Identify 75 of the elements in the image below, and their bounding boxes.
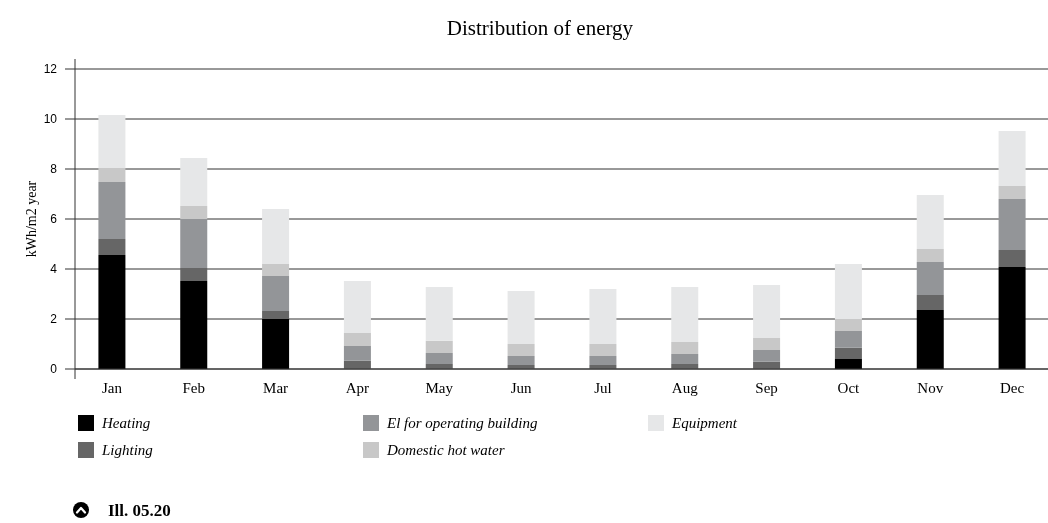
bar	[998, 131, 1026, 186]
bar	[589, 356, 617, 365]
legend-label: El for operating building	[386, 415, 538, 432]
x-tick-label: Oct	[837, 380, 861, 396]
bar	[262, 311, 290, 319]
x-tick-label: Mar	[263, 380, 289, 396]
legend-label: Lighting	[101, 442, 154, 459]
bar	[262, 264, 290, 276]
x-tick-label: Jun	[510, 380, 532, 396]
bar	[998, 186, 1026, 199]
bar	[98, 168, 126, 182]
bar	[916, 195, 944, 249]
y-tick-label: 10	[43, 112, 58, 127]
bar	[834, 319, 862, 331]
x-tick-label: Nov	[917, 380, 944, 396]
y-tick-label: 12	[43, 62, 58, 77]
x-tick-label: Feb	[182, 380, 205, 396]
text: Ill. 05.20	[108, 500, 171, 520]
bar	[180, 219, 208, 268]
y-tick-label: 8	[50, 162, 58, 177]
chart-title: Distribution of energy	[446, 16, 634, 40]
x-tick-label: Jul	[594, 380, 612, 396]
x-tick-label: Apr	[345, 380, 370, 396]
bar	[507, 344, 535, 356]
y-tick-label: 4	[50, 262, 58, 277]
bar	[671, 287, 699, 342]
legend-label: Domestic hot water	[386, 442, 505, 459]
bar	[262, 209, 290, 264]
bar	[180, 158, 208, 206]
bar	[425, 287, 453, 341]
legend-label: Equipment	[671, 415, 738, 432]
bar	[753, 338, 781, 350]
bar	[98, 182, 126, 239]
bar	[916, 310, 944, 369]
bar	[343, 281, 371, 333]
y-tick-label: 0	[50, 362, 58, 377]
x-tick-label: Dec	[1000, 380, 1025, 396]
bar	[834, 359, 862, 369]
bar	[262, 319, 290, 369]
bar	[916, 249, 944, 262]
bar	[589, 344, 617, 356]
bar	[507, 291, 535, 344]
bar	[671, 354, 699, 364]
bar	[753, 285, 781, 338]
bar	[180, 206, 208, 219]
bar	[916, 295, 944, 310]
x-tick-label: Aug	[671, 380, 699, 396]
x-tick-label: Jan	[101, 380, 123, 396]
bar	[671, 342, 699, 354]
bar	[180, 281, 208, 369]
bar	[507, 356, 535, 365]
bar	[98, 115, 126, 168]
bar	[343, 346, 371, 361]
bar	[998, 267, 1026, 369]
y-axis-title: kWh/m2 year	[24, 180, 39, 258]
bar	[262, 276, 290, 311]
bar	[998, 199, 1026, 250]
bar	[834, 264, 862, 319]
x-tick-label: May	[425, 380, 454, 396]
bar	[180, 268, 208, 281]
x-tick-label: Sep	[755, 380, 778, 396]
bar	[425, 353, 453, 364]
bar	[834, 331, 862, 348]
bar	[343, 333, 371, 346]
y-tick-label: 6	[50, 212, 58, 227]
bar	[753, 350, 781, 362]
bar	[589, 289, 617, 344]
bar	[98, 239, 126, 255]
y-tick-label: 2	[50, 312, 58, 327]
bar	[425, 340, 453, 353]
bar	[916, 262, 944, 295]
bar	[998, 250, 1026, 267]
legend-label: Heating	[101, 415, 151, 432]
bar	[98, 255, 126, 369]
bar	[834, 347, 862, 359]
